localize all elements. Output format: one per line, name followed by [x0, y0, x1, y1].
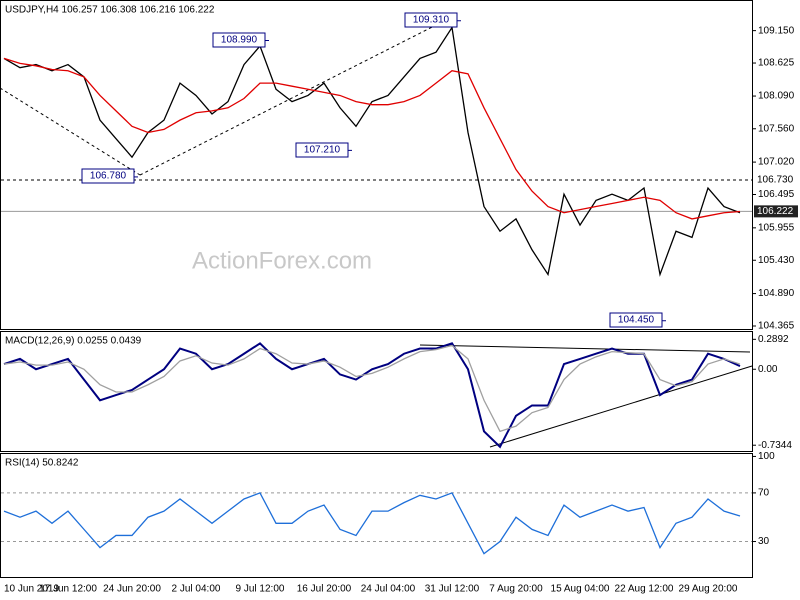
price-box	[754, 174, 798, 187]
price-box	[754, 205, 798, 218]
annotation-label: 109.310	[413, 15, 450, 26]
annotation-box	[81, 168, 135, 184]
annotation-box	[609, 312, 663, 328]
x-tick-label: 29 Aug 20:00	[679, 584, 738, 595]
watermark: ActionForex.com	[192, 247, 372, 274]
macd-panel	[0, 331, 753, 452]
rsi-panel	[0, 453, 753, 578]
annotation-box	[212, 32, 266, 48]
x-tick-label: 15 Aug 04:00	[551, 584, 610, 595]
y-tick-label: 104.890	[758, 288, 795, 299]
y-tick-label: 30	[758, 536, 770, 547]
price-box-label: 106.222	[757, 206, 794, 217]
series-line	[3, 342, 741, 449]
x-tick-label: 31 Jul 12:00	[425, 584, 480, 595]
series-line	[3, 57, 741, 220]
annotation-label: 107.210	[304, 145, 341, 156]
y-tick-label: 0.2892	[758, 334, 789, 345]
y-tick-label: 70	[758, 488, 770, 499]
series-line	[3, 492, 741, 555]
y-tick-label: 105.430	[758, 255, 795, 266]
x-tick-label: 10 Jun 2019	[4, 584, 59, 595]
y-tick-label: -0.7344	[758, 440, 792, 451]
y-tick-label: 106.495	[758, 189, 795, 200]
x-tick-label: 16 Jul 20:00	[297, 584, 352, 595]
y-tick-label: 107.020	[758, 157, 795, 168]
y-tick-label: 108.090	[758, 91, 795, 102]
y-tick-label: 0.00	[758, 364, 778, 375]
y-tick-label: 105.955	[758, 222, 795, 233]
price-box-label: 106.730	[757, 175, 794, 186]
x-tick-label: 24 Jun 20:00	[103, 584, 161, 595]
series-line	[3, 344, 741, 433]
y-tick-label: 109.150	[758, 25, 795, 36]
macd-trend-line	[489, 365, 753, 448]
y-tick-label: 104.365	[758, 321, 795, 332]
macd-trend-line	[419, 344, 751, 353]
trend-line	[0, 87, 141, 176]
price-panel	[0, 0, 753, 330]
x-tick-label: 17 Jun 12:00	[39, 584, 97, 595]
panel-title: RSI(14) 50.8242	[5, 458, 79, 469]
y-tick-label: 100	[758, 451, 775, 462]
annotation-label: 108.990	[221, 35, 258, 46]
y-tick-label: 108.625	[758, 58, 795, 69]
annotation-box	[404, 12, 458, 28]
x-tick-label: 2 Jul 04:00	[172, 584, 221, 595]
x-tick-label: 7 Aug 20:00	[489, 584, 543, 595]
annotation-label: 106.780	[90, 171, 127, 182]
series-line	[3, 25, 741, 277]
x-tick-label: 9 Jul 12:00	[236, 584, 285, 595]
x-tick-label: 24 Jul 04:00	[361, 584, 416, 595]
annotation-label: 104.450	[618, 315, 655, 326]
x-tick-label: 22 Aug 12:00	[615, 584, 674, 595]
panel-title: MACD(12,26,9) 0.0255 0.0439	[5, 336, 142, 347]
trend-line	[139, 17, 451, 176]
panel-title: USDJPY,H4 106.257 106.308 106.216 106.22…	[5, 5, 215, 16]
y-tick-label: 107.560	[758, 123, 795, 134]
